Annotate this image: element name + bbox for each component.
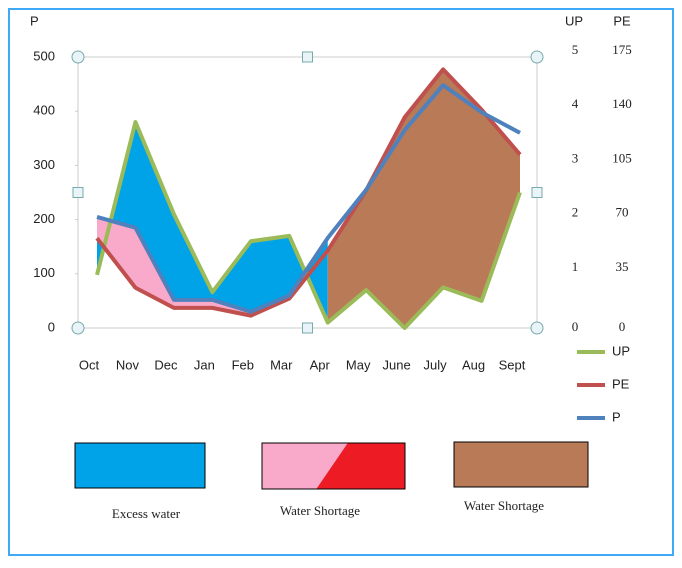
y3-tick-label: 70: [616, 205, 629, 220]
handle: [531, 187, 543, 198]
y3-tick-label: 175: [612, 42, 632, 57]
shortage-area: [327, 69, 520, 328]
y2-tick-label: 2: [572, 205, 579, 220]
y2-tick-label: 3: [572, 150, 579, 165]
legend-box-part: [316, 443, 405, 489]
legend-box-outline: [261, 442, 406, 490]
series-line: [96, 83, 521, 314]
y-tick-label: 200: [33, 211, 55, 226]
y2-tick-label: 1: [572, 259, 579, 274]
series-line: [95, 67, 522, 318]
legend-label: Water Shortage: [464, 498, 544, 513]
y3-tick-label: 140: [612, 96, 632, 111]
y3-tick-label: 0: [619, 319, 626, 334]
y-tick-label: 400: [33, 103, 55, 118]
series-line: [95, 120, 522, 330]
y3-tick-label: 35: [616, 259, 629, 274]
legend-box: [74, 442, 206, 489]
handle: [302, 51, 313, 63]
x-tick-label: June: [383, 357, 411, 372]
x-tick-label: Sept: [499, 357, 526, 372]
handle: [72, 187, 84, 198]
legend-box: [453, 441, 589, 488]
x-tick-label: Mar: [270, 357, 293, 372]
legend-label: Excess water: [112, 506, 181, 521]
x-tick-label: Nov: [116, 357, 140, 372]
x-tick-label: Feb: [232, 357, 254, 372]
legend-label: UP: [612, 343, 630, 358]
handle: [71, 321, 85, 335]
handle: [530, 321, 544, 335]
y2-tick-label: 0: [572, 319, 579, 334]
y2-tick-label: 4: [572, 96, 579, 111]
y2-axis-title: UP: [565, 13, 583, 28]
handle: [530, 50, 544, 64]
legend-label: P: [612, 409, 621, 424]
x-tick-label: May: [346, 357, 371, 372]
y3-axis-title: PE: [613, 13, 631, 28]
legend-label: Water Shortage: [280, 503, 360, 518]
x-tick-label: Dec: [154, 357, 178, 372]
x-tick-label: Aug: [462, 357, 485, 372]
x-tick-label: July: [424, 357, 448, 372]
legend-label: PE: [612, 376, 630, 391]
y2-tick-label: 5: [572, 42, 579, 57]
y-tick-label: 500: [33, 48, 55, 63]
y-axis-title: P: [30, 13, 39, 28]
handle: [302, 322, 313, 334]
x-tick-label: Jan: [194, 357, 215, 372]
x-tick-label: Oct: [79, 357, 100, 372]
handle: [71, 50, 85, 64]
x-tick-label: Apr: [310, 357, 331, 372]
y-tick-label: 100: [33, 265, 55, 280]
y3-tick-label: 105: [612, 150, 632, 165]
y-tick-label: 300: [33, 157, 55, 172]
y-tick-label: 0: [48, 319, 55, 334]
